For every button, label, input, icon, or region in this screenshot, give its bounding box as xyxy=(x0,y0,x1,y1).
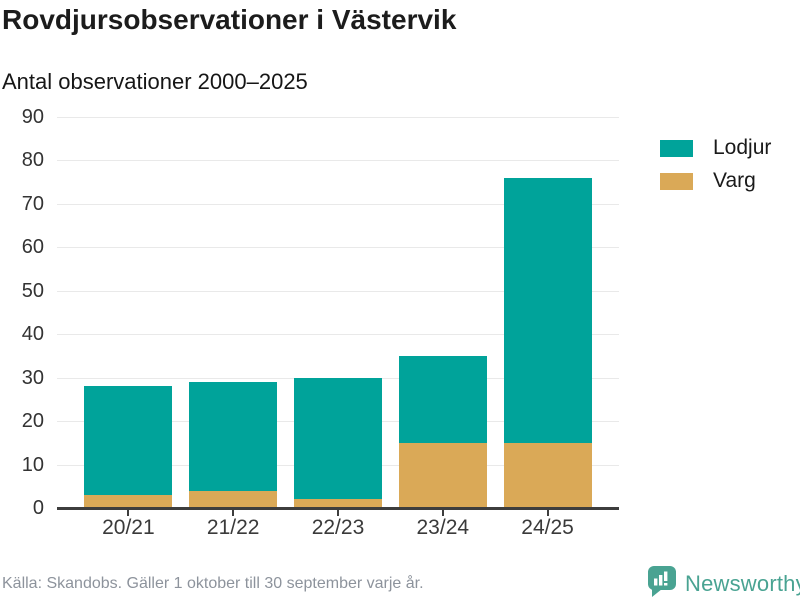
bar-24/25 xyxy=(495,117,600,508)
y-tick-label: 40 xyxy=(21,323,44,346)
x-axis-labels: 20/21 21/22 22/23 23/24 24/25 xyxy=(76,516,600,540)
x-tick-mark xyxy=(337,510,339,516)
x-tick-label: 23/24 xyxy=(416,516,470,539)
y-tick-label: 80 xyxy=(21,149,44,172)
source-note: Källa: Skandobs. Gäller 1 oktober till 3… xyxy=(2,575,424,592)
gridline xyxy=(57,247,619,249)
gridline xyxy=(57,290,619,292)
bars xyxy=(76,117,600,508)
y-tick-label: 50 xyxy=(21,279,44,302)
gridline xyxy=(57,334,619,336)
legend-item-lodjur: Lodjur xyxy=(660,136,771,160)
y-tick-label: 30 xyxy=(21,366,44,389)
x-tick-mark xyxy=(546,510,549,516)
x-tick-mark xyxy=(441,510,444,516)
brand-name: Newsworthy xyxy=(685,570,800,596)
y-axis-labels: 0 10 20 30 40 50 60 70 80 90 xyxy=(0,107,44,518)
legend: Lodjur Varg xyxy=(660,136,771,193)
bar-segment-lodjur xyxy=(84,386,173,495)
y-tick-label: 10 xyxy=(21,453,44,476)
x-tick-label: 21/22 xyxy=(206,516,260,539)
chart-subtitle: Antal observationer 2000–2025 xyxy=(2,69,308,94)
gridline xyxy=(57,117,619,118)
bar-20/21 xyxy=(76,117,181,508)
y-tick-label: 0 xyxy=(32,497,44,519)
bar-segment-lodjur xyxy=(503,177,592,443)
bar-segment-lodjur xyxy=(293,377,382,500)
gridline xyxy=(57,203,619,205)
y-tick-label: 20 xyxy=(21,410,44,433)
gridline xyxy=(57,160,619,162)
legend-label: Lodjur xyxy=(713,136,772,159)
bar-segment-varg xyxy=(398,442,487,508)
x-tick-label: 24/25 xyxy=(521,516,574,539)
newsworthy-brand-logo[interactable]: Newsworthy xyxy=(646,564,800,600)
bar-22/23 xyxy=(286,117,391,508)
legend-label: Varg xyxy=(713,169,756,192)
chart-title: Rovdjursobservationer i Västervik xyxy=(2,4,457,35)
x-axis-line xyxy=(57,507,619,510)
y-tick-label: 90 xyxy=(21,106,44,128)
legend-swatch xyxy=(660,139,693,157)
plot-area xyxy=(57,117,619,508)
bar-segment-lodjur xyxy=(189,382,278,491)
x-tick-mark xyxy=(127,510,130,516)
x-tick-mark xyxy=(232,510,235,516)
x-ticks xyxy=(57,510,619,517)
bar-21/22 xyxy=(181,117,286,508)
bar-segment-lodjur xyxy=(398,355,487,443)
x-tick-label: 22/23 xyxy=(311,516,365,539)
newsworthy-speech-bubble-chart-icon xyxy=(646,564,678,600)
legend-item-varg: Varg xyxy=(660,169,771,193)
legend-swatch xyxy=(660,172,693,190)
bar-segment-varg xyxy=(84,494,173,508)
bar-segment-varg xyxy=(503,442,592,508)
bar-segment-varg xyxy=(293,499,382,508)
x-tick-label: 20/21 xyxy=(102,516,155,539)
y-tick-label: 60 xyxy=(21,236,44,259)
y-tick-label: 70 xyxy=(21,192,44,215)
bar-segment-varg xyxy=(189,490,278,508)
bar-23/24 xyxy=(390,117,495,508)
